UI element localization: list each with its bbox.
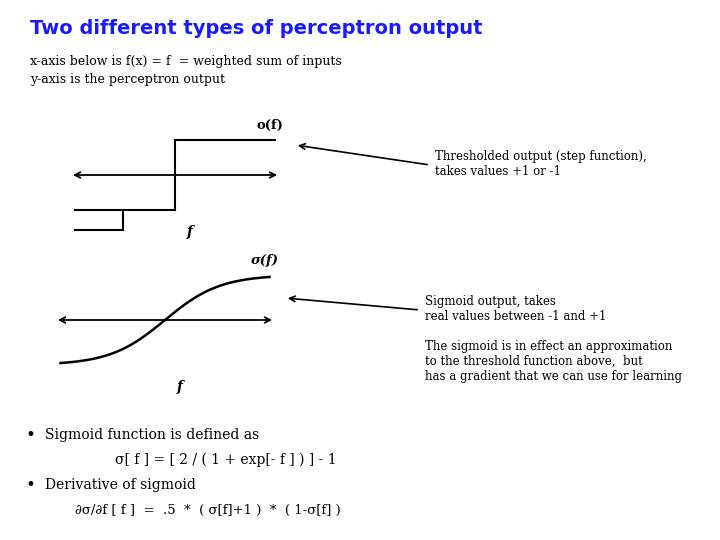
Text: Sigmoid function is defined as: Sigmoid function is defined as (45, 428, 259, 442)
Text: ∂σ/∂f [ f ]  =  .5  *  ( σ[f]+1 )  *  ( 1-σ[f] ): ∂σ/∂f [ f ] = .5 * ( σ[f]+1 ) * ( 1-σ[f]… (75, 503, 341, 516)
Text: x-axis below is f(x) = f  = weighted sum of inputs: x-axis below is f(x) = f = weighted sum … (30, 56, 342, 69)
Text: f: f (187, 225, 193, 239)
Text: Sigmoid output, takes
real values between -1 and +1: Sigmoid output, takes real values betwee… (425, 295, 606, 323)
Text: Derivative of sigmoid: Derivative of sigmoid (45, 478, 196, 492)
Text: σ[ f ] = [ 2 / ( 1 + exp[- f ] ) ] - 1: σ[ f ] = [ 2 / ( 1 + exp[- f ] ) ] - 1 (115, 453, 337, 467)
Text: •: • (25, 426, 35, 444)
Text: f: f (177, 380, 183, 394)
Text: Two different types of perceptron output: Two different types of perceptron output (30, 18, 482, 37)
Text: The sigmoid is in effect an approximation
to the threshold function above,  but
: The sigmoid is in effect an approximatio… (425, 340, 682, 383)
Text: σ(f): σ(f) (251, 254, 279, 267)
Text: Thresholded output (step function),
takes values +1 or -1: Thresholded output (step function), take… (435, 150, 647, 178)
Text: o(f): o(f) (256, 119, 284, 132)
Text: •: • (25, 476, 35, 494)
Text: y-axis is the perceptron output: y-axis is the perceptron output (30, 73, 225, 86)
